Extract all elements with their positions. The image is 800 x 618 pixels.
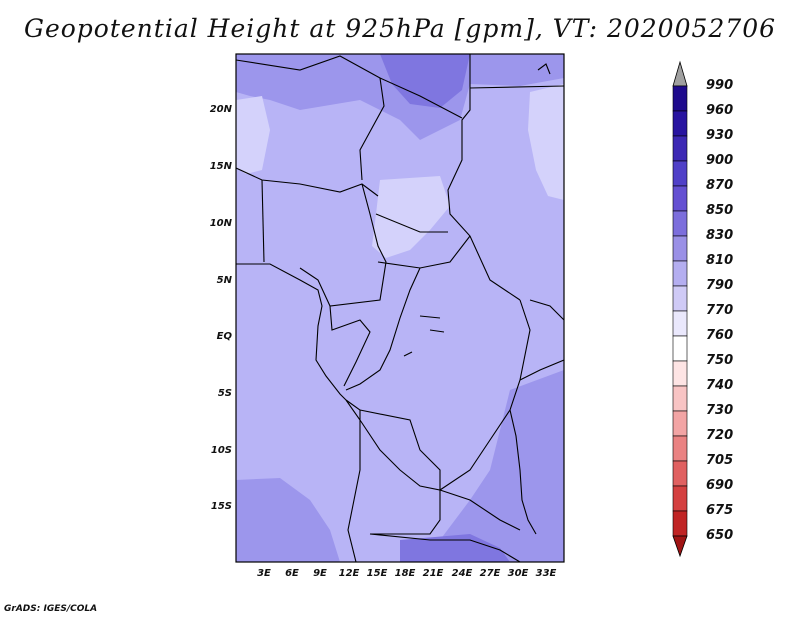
colorbar-swatch bbox=[672, 160, 688, 187]
lon-label-30e: 30E bbox=[507, 568, 529, 579]
border-niger-nigeria bbox=[236, 167, 379, 197]
colorbar-label: 790 bbox=[706, 278, 734, 293]
border-sudan bbox=[447, 54, 521, 301]
lon-label-3e: 3E bbox=[257, 568, 271, 579]
border-lake-tanganyika bbox=[509, 409, 537, 535]
colorbar-label: 720 bbox=[706, 428, 734, 443]
colorbar-label: 760 bbox=[706, 328, 734, 343]
map-frame bbox=[235, 53, 565, 563]
colorbar-label: 810 bbox=[706, 253, 734, 268]
field-southwest-dark bbox=[236, 478, 340, 562]
lon-label-27e: 27E bbox=[479, 568, 501, 579]
colorbar-swatch bbox=[672, 385, 688, 412]
border-tanzania bbox=[519, 359, 564, 381]
lon-label-15e: 15E bbox=[366, 568, 388, 579]
coastline-gulf-of-guinea bbox=[236, 263, 347, 401]
field-south-darkest bbox=[400, 534, 510, 562]
colorbar-label: 650 bbox=[706, 528, 734, 543]
lat-label-10n: 10N bbox=[209, 218, 232, 229]
colorbar-swatch bbox=[672, 335, 688, 362]
lat-label-15n: 15N bbox=[209, 161, 232, 172]
colorbar-top-arrow bbox=[672, 60, 688, 87]
colorbar-swatch bbox=[672, 510, 688, 537]
lon-label-9e: 9E bbox=[313, 568, 327, 579]
colorbar-label: 690 bbox=[706, 478, 734, 493]
country-borders bbox=[236, 54, 564, 562]
colorbar-swatch bbox=[672, 485, 688, 512]
colorbar-swatch bbox=[672, 85, 688, 112]
colorbar-label: 990 bbox=[706, 78, 734, 93]
border-car bbox=[377, 235, 471, 269]
border-congo bbox=[345, 267, 421, 391]
lat-label-5s: 5S bbox=[217, 388, 232, 399]
border-angola-south bbox=[359, 409, 441, 535]
border-niger-chad bbox=[359, 77, 385, 181]
border-sahara bbox=[236, 55, 463, 119]
colorbar-label: 930 bbox=[706, 128, 734, 143]
border-gabon bbox=[329, 305, 371, 387]
colorbar-label: 750 bbox=[706, 353, 734, 368]
colorbar-swatch bbox=[672, 310, 688, 337]
border-namibia bbox=[369, 533, 521, 562]
colorbar-bottom-arrow bbox=[672, 535, 688, 558]
colorbar-label: 900 bbox=[706, 153, 734, 168]
border-chad-car bbox=[375, 213, 448, 233]
border-angola-west bbox=[345, 399, 361, 562]
colorbar-label: 770 bbox=[706, 303, 734, 318]
colorbar-label: 850 bbox=[706, 203, 734, 218]
border-ethiopia bbox=[529, 299, 564, 321]
border-zambia bbox=[439, 489, 521, 531]
lon-label-18e: 18E bbox=[394, 568, 416, 579]
colorbar-swatch bbox=[672, 260, 688, 287]
lat-label-10s: 10S bbox=[210, 445, 232, 456]
lon-label-12e: 12E bbox=[338, 568, 360, 579]
geopotential-field bbox=[236, 54, 564, 562]
field-light-east bbox=[528, 84, 564, 200]
colorbar-label: 675 bbox=[706, 503, 734, 518]
field-north-dark bbox=[236, 54, 564, 140]
lat-label-20n: 20N bbox=[209, 104, 232, 115]
colorbar-swatch bbox=[672, 360, 688, 387]
colorbar-swatch bbox=[672, 210, 688, 237]
lon-label-24e: 24E bbox=[451, 568, 473, 579]
border-cameroon bbox=[299, 183, 387, 307]
colorbar-swatch bbox=[672, 460, 688, 487]
colorbar-swatch bbox=[672, 285, 688, 312]
lat-label-15s: 15S bbox=[210, 501, 232, 512]
map-title: Geopotential Height at 925hPa [gpm], VT:… bbox=[23, 14, 777, 43]
lon-label-6e: 6E bbox=[285, 568, 299, 579]
colorbar-label: 705 bbox=[706, 453, 734, 468]
field-light-central bbox=[372, 176, 450, 258]
field-north-darkest bbox=[380, 54, 470, 108]
lon-label-33e: 33E bbox=[535, 568, 557, 579]
colorbar-swatch bbox=[672, 135, 688, 162]
border-sinai bbox=[537, 63, 551, 75]
colorbar-label: 960 bbox=[706, 103, 734, 118]
border-drc bbox=[345, 299, 531, 491]
colorbar-swatch bbox=[672, 410, 688, 437]
colorbar-swatch bbox=[672, 435, 688, 462]
field-southeast-dark bbox=[440, 370, 564, 562]
rivers bbox=[403, 315, 445, 357]
colorbar-label: 830 bbox=[706, 228, 734, 243]
lat-label-eq: EQ bbox=[216, 331, 232, 342]
colorbar-swatches bbox=[672, 60, 688, 558]
colorbar-swatch bbox=[672, 185, 688, 212]
border-benin bbox=[261, 179, 265, 263]
colorbar-swatch bbox=[672, 110, 688, 137]
colorbar-swatch bbox=[672, 235, 688, 262]
lon-label-21e: 21E bbox=[422, 568, 444, 579]
colorbar-label: 730 bbox=[706, 403, 734, 418]
colorbar-label: 740 bbox=[706, 378, 734, 393]
lat-label-5n: 5N bbox=[216, 275, 232, 286]
grads-footer: GrADS: IGES/COLA bbox=[4, 604, 98, 614]
border-egypt bbox=[469, 85, 564, 89]
colorbar-label: 870 bbox=[706, 178, 734, 193]
field-light-west bbox=[236, 96, 270, 174]
